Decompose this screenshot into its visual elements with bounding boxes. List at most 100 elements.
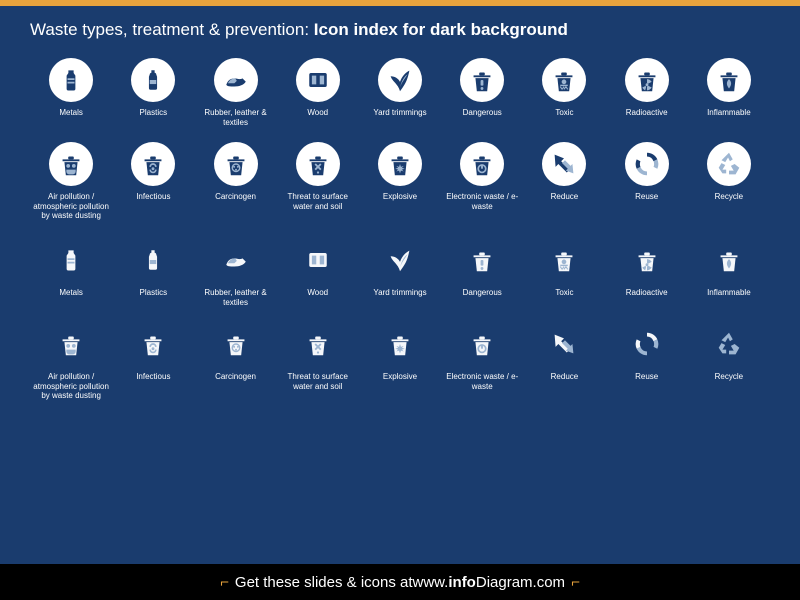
icon-label: Reuse <box>635 192 658 222</box>
footer-text-c: info <box>448 574 476 591</box>
radioactive-icon <box>625 238 669 282</box>
metals-icon <box>49 238 93 282</box>
plastics-icon <box>131 58 175 102</box>
icon-cell-rubber: Rubber, leather & textiles <box>194 58 276 138</box>
icon-label: Dangerous <box>463 108 502 138</box>
title-prefix: Waste types, treatment & prevention: <box>30 20 314 39</box>
icon-cell-reuse: Reuse <box>606 322 688 402</box>
icon-cell-air: Air pollution / atmospheric pollution by… <box>30 322 112 402</box>
recycle-icon <box>707 322 751 366</box>
reduce-icon <box>542 142 586 186</box>
footer-bracket-right: ⌐ <box>571 574 580 591</box>
rubber-icon <box>214 58 258 102</box>
icon-grid-circled: Metals Plastics Rubber, leather & textiles… <box>0 50 800 222</box>
footer-text-b: www. <box>413 574 449 591</box>
icon-cell-radioactive: Radioactive <box>606 58 688 138</box>
icon-label: Yard trimmings <box>373 288 426 318</box>
page-title: Waste types, treatment & prevention: Ico… <box>0 6 800 50</box>
icon-cell-explosive: Explosive <box>359 142 441 222</box>
toxic-icon <box>542 58 586 102</box>
explosive-icon <box>378 322 422 366</box>
recycle-icon <box>707 142 751 186</box>
footer-bracket-left: ⌐ <box>220 574 229 591</box>
icon-label: Wood <box>307 288 328 318</box>
air-icon <box>49 142 93 186</box>
wood-icon <box>296 238 340 282</box>
icon-label: Metals <box>59 108 83 138</box>
icon-cell-ewaste: Electronic waste / e-waste <box>441 142 523 222</box>
icon-label: Electronic waste / e-waste <box>444 372 520 402</box>
icon-cell-plastics: Plastics <box>112 238 194 318</box>
title-bold: Icon index for dark background <box>314 20 568 39</box>
icon-cell-recycle: Recycle <box>688 142 770 222</box>
carcinogen-icon <box>214 322 258 366</box>
carcinogen-icon <box>214 142 258 186</box>
icon-cell-dangerous: Dangerous <box>441 58 523 138</box>
icon-cell-rubber: Rubber, leather & textiles <box>194 238 276 318</box>
inflammable-icon <box>707 238 751 282</box>
footer-text-e: .com <box>533 574 566 591</box>
icon-cell-plastics: Plastics <box>112 58 194 138</box>
icon-label: Threat to surface water and soil <box>280 372 356 402</box>
icon-label: Radioactive <box>626 108 668 138</box>
icon-cell-infectious: Infectious <box>112 142 194 222</box>
reuse-icon <box>625 322 669 366</box>
ewaste-icon <box>460 142 504 186</box>
icon-cell-carcinogen: Carcinogen <box>194 322 276 402</box>
icon-label: Inflammable <box>707 108 751 138</box>
icon-cell-yard: Yard trimmings <box>359 58 441 138</box>
footer-bar: ⌐ Get these slides & icons at www.infoDi… <box>0 564 800 600</box>
reuse-icon <box>625 142 669 186</box>
icon-label: Electronic waste / e-waste <box>444 192 520 222</box>
radioactive-icon <box>625 58 669 102</box>
icon-label: Wood <box>307 108 328 138</box>
icon-cell-threat: Threat to surface water and soil <box>277 142 359 222</box>
footer-text-a: Get these slides & icons at <box>235 574 413 591</box>
icon-label: Explosive <box>383 372 417 402</box>
icon-label: Threat to surface water and soil <box>280 192 356 222</box>
air-icon <box>49 322 93 366</box>
inflammable-icon <box>707 58 751 102</box>
icon-label: Plastics <box>140 288 168 318</box>
rubber-icon <box>214 238 258 282</box>
icon-cell-yard: Yard trimmings <box>359 238 441 318</box>
yard-icon <box>378 58 422 102</box>
infectious-icon <box>131 322 175 366</box>
icon-label: Rubber, leather & textiles <box>198 288 274 318</box>
icon-label: Recycle <box>715 192 743 222</box>
dangerous-icon <box>460 238 504 282</box>
icon-cell-ewaste: Electronic waste / e-waste <box>441 322 523 402</box>
icon-label: Yard trimmings <box>373 108 426 138</box>
icon-cell-explosive: Explosive <box>359 322 441 402</box>
icon-cell-infectious: Infectious <box>112 322 194 402</box>
icon-cell-radioactive: Radioactive <box>606 238 688 318</box>
icon-label: Infectious <box>136 372 170 402</box>
icon-label: Air pollution / atmospheric pollution by… <box>33 372 109 402</box>
icon-label: Inflammable <box>707 288 751 318</box>
icon-cell-air: Air pollution / atmospheric pollution by… <box>30 142 112 222</box>
icon-label: Reduce <box>551 192 579 222</box>
icon-label: Carcinogen <box>215 372 256 402</box>
icon-cell-wood: Wood <box>277 58 359 138</box>
icon-grid-plain: Metals Plastics Rubber, leather & textiles… <box>0 230 800 402</box>
dangerous-icon <box>460 58 504 102</box>
metals-icon <box>49 58 93 102</box>
icon-cell-toxic: Toxic <box>523 58 605 138</box>
icon-label: Rubber, leather & textiles <box>198 108 274 138</box>
icon-label: Radioactive <box>626 288 668 318</box>
infectious-icon <box>131 142 175 186</box>
icon-cell-inflammable: Inflammable <box>688 238 770 318</box>
icon-label: Recycle <box>715 372 743 402</box>
icon-cell-wood: Wood <box>277 238 359 318</box>
threat-icon <box>296 322 340 366</box>
icon-label: Toxic <box>555 288 573 318</box>
threat-icon <box>296 142 340 186</box>
icon-label: Explosive <box>383 192 417 222</box>
icon-label: Dangerous <box>463 288 502 318</box>
reduce-icon <box>542 322 586 366</box>
icon-label: Plastics <box>140 108 168 138</box>
icon-label: Metals <box>59 288 83 318</box>
icon-label: Toxic <box>555 108 573 138</box>
icon-label: Reuse <box>635 372 658 402</box>
icon-cell-reduce: Reduce <box>523 142 605 222</box>
